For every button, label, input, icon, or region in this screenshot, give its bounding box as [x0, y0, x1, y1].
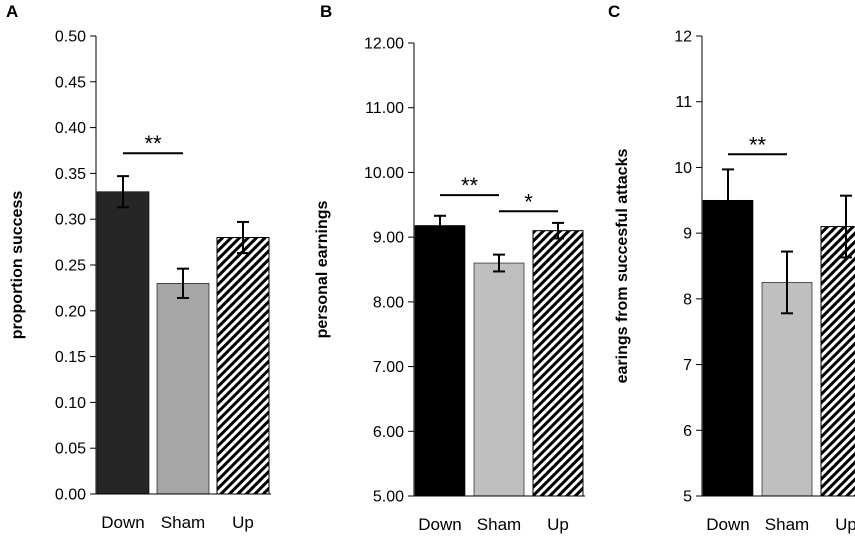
y-tick-label: 6.00	[373, 424, 404, 441]
y-tick-label: 8.00	[373, 294, 404, 311]
y-tick-label: 7.00	[373, 359, 404, 376]
significance-label: **	[461, 173, 479, 198]
bar-down	[96, 191, 150, 495]
y-tick-label: 10.00	[364, 165, 404, 182]
y-tick-label: 5	[683, 489, 692, 506]
y-tick-label: 0.25	[55, 258, 86, 275]
y-tick-label: 6	[683, 423, 692, 440]
y-tick-label: 7	[683, 357, 692, 374]
y-tick-label: 0.30	[55, 212, 86, 229]
bar-sham	[761, 282, 813, 497]
y-tick-label: 0.45	[55, 74, 86, 91]
y-axis-label: personal earnings	[314, 200, 331, 338]
category-label: Up	[835, 515, 855, 534]
y-tick-label: 0.40	[55, 120, 86, 137]
chart-panel-a: A 0.00 0.05 0.10 0.15 0.20 0.25 0.30 0.35 0.40 0.4…	[6, 2, 271, 532]
y-axis-label: earings from succesful attacks	[614, 149, 631, 384]
significance-label: **	[749, 132, 767, 157]
bar-up	[820, 226, 855, 497]
y-tick-label: 5.00	[373, 489, 404, 506]
y-tick-label: 12	[674, 29, 692, 46]
bar-sham	[473, 262, 525, 497]
y-tick-label: 11	[675, 94, 692, 111]
category-label: Up	[232, 513, 254, 532]
chart-panel-c: C 5 6 7 8 9 10 11 12 Down Sham Up ** earings from suc…	[608, 2, 855, 534]
y-tick-label: 9.00	[373, 230, 404, 247]
category-label: Down	[706, 515, 749, 534]
bar-up	[216, 237, 270, 495]
y-tick-label: 8	[683, 291, 692, 308]
y-tick-label: 11.00	[365, 100, 404, 117]
y-tick-label: 0.20	[55, 303, 86, 320]
y-tick-label: 9	[683, 226, 692, 243]
y-tick-label: 12.00	[364, 36, 404, 53]
bar-down	[414, 225, 466, 497]
y-axis-label: proportion success	[9, 191, 26, 340]
y-tick-label: 10	[674, 160, 692, 177]
chart-panel-b: B 5.00 6.00 7.00 8.00 9.00 10.00 11.00 12.00 Down…	[314, 2, 585, 534]
y-tick-label: 0.05	[55, 441, 86, 458]
y-tick-label: 0.35	[55, 166, 86, 183]
panel-letter: B	[320, 2, 332, 21]
significance-label: *	[524, 189, 533, 214]
panel-letter: A	[6, 2, 18, 21]
y-tick-label: 0.10	[55, 395, 86, 412]
category-label: Sham	[161, 513, 205, 532]
bar-down	[702, 199, 754, 497]
bar-up	[532, 230, 584, 497]
bar-sham	[156, 283, 210, 495]
category-label: Sham	[477, 515, 521, 534]
significance-label: **	[144, 131, 162, 156]
category-label: Up	[547, 515, 569, 534]
y-tick-label: 0.50	[55, 29, 86, 46]
category-label: Down	[418, 515, 461, 534]
category-label: Down	[101, 513, 144, 532]
panel-letter: C	[608, 2, 620, 21]
category-label: Sham	[765, 515, 809, 534]
y-tick-label: 0.00	[55, 487, 86, 504]
y-tick-label: 0.15	[55, 349, 86, 366]
